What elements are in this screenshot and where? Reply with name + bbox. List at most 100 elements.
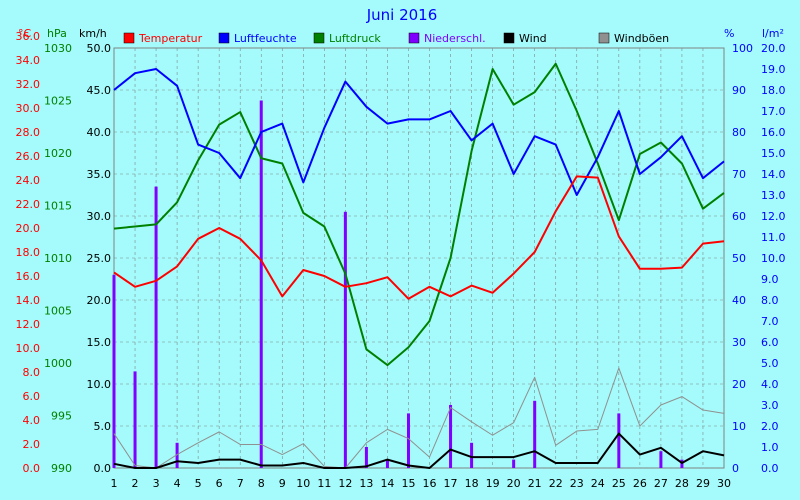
x-tick-label: 13: [359, 477, 373, 490]
precip-tick-label: 3.0: [761, 399, 779, 412]
axis-units: °C hPa km/h % l/m²: [18, 27, 784, 40]
precip-bar: [512, 459, 516, 468]
x-tick-label: 10: [296, 477, 310, 490]
right-axes: 0 10 20 30 40 50 60 70 80 90 100 0.0 1.0 2.0 3.0 4.0 5.0…: [732, 42, 786, 475]
precip-tick-label: 13.0: [761, 189, 786, 202]
legend-label-niederschl: Niederschl.: [424, 32, 486, 45]
x-tick-label: 25: [612, 477, 626, 490]
humidity-tick-label: 90: [732, 84, 746, 97]
legend-label-temperatur: Temperatur: [138, 32, 203, 45]
precip-bar: [364, 447, 368, 468]
x-tick-label: 3: [153, 477, 160, 490]
precip-tick-label: 18.0: [761, 84, 786, 97]
temp-tick-label: 22.0: [16, 198, 41, 211]
x-tick-label: 22: [549, 477, 563, 490]
x-tick-label: 24: [591, 477, 605, 490]
x-tick-label: 5: [195, 477, 202, 490]
precip-tick-label: 2.0: [761, 420, 779, 433]
precip-tick-label: 20.0: [761, 42, 786, 55]
wind-tick-label: 10.0: [87, 378, 112, 391]
x-tick-label: 11: [317, 477, 331, 490]
x-tick-label: 21: [528, 477, 542, 490]
wind-tick-label: 50.0: [87, 42, 112, 55]
legend-swatch-luftfeuchte: [218, 32, 230, 44]
legend-swatch-windboeen: [598, 32, 610, 44]
series-line-luftfeuchte: [113, 68, 725, 196]
wind-tick-label: 30.0: [87, 210, 112, 223]
series-lines: [113, 62, 725, 469]
x-tick-label: 23: [570, 477, 584, 490]
precip-bar: [343, 211, 347, 469]
legend-label-luftdruck: Luftdruck: [329, 32, 381, 45]
precip-bar: [470, 442, 474, 468]
temp-tick-label: 20.0: [16, 222, 41, 235]
legend: Temperatur Luftfeuchte Luftdruck Nieders…: [123, 32, 669, 45]
pressure-tick-label: 990: [51, 462, 72, 475]
precip-bar: [385, 459, 389, 468]
x-tick-label: 4: [174, 477, 181, 490]
temp-tick-label: 10.0: [16, 342, 41, 355]
humidity-tick-label: 70: [732, 168, 746, 181]
precip-tick-label: 9.0: [761, 273, 779, 286]
precip-bar: [133, 371, 137, 468]
wind-tick-label: 20.0: [87, 294, 112, 307]
precip-bar: [533, 400, 537, 468]
legend-swatch-luftdruck: [313, 32, 325, 44]
precip-bar: [449, 405, 453, 468]
legend-label-luftfeuchte: Luftfeuchte: [234, 32, 297, 45]
temp-tick-label: 36.0: [16, 30, 41, 43]
series-line-luftdruck: [113, 62, 725, 367]
precip-unit: l/m²: [762, 27, 784, 40]
precip-tick-label: 14.0: [761, 168, 786, 181]
pressure-tick-label: 1020: [44, 147, 72, 160]
wind-tick-label: 35.0: [87, 168, 112, 181]
temp-tick-label: 4.0: [23, 414, 41, 427]
precip-tick-label: 10.0: [761, 252, 786, 265]
grid: [113, 47, 725, 469]
precip-tick-label: 8.0: [761, 294, 779, 307]
wind-tick-label: 25.0: [87, 252, 112, 265]
temp-tick-label: 8.0: [23, 366, 41, 379]
humidity-tick-label: 20: [732, 378, 746, 391]
humidity-tick-label: 10: [732, 420, 746, 433]
precip-tick-label: 7.0: [761, 315, 779, 328]
temp-tick-label: 34.0: [16, 54, 41, 67]
precip-tick-label: 11.0: [761, 231, 786, 244]
humidity-tick-label: 100: [732, 42, 753, 55]
temp-tick-label: 30.0: [16, 102, 41, 115]
precip-tick-label: 17.0: [761, 105, 786, 118]
x-axis: 1 2 3 4 5 6 7 8 9 10 11 12 13 14 15 16 17 18 19 20 21 22 23 24 2…: [111, 477, 732, 490]
precip-bar: [617, 413, 621, 468]
temp-tick-label: 2.0: [23, 438, 41, 451]
x-tick-label: 2: [132, 477, 139, 490]
wind-tick-label: 0.0: [94, 462, 112, 475]
x-tick-label: 12: [338, 477, 352, 490]
humidity-tick-label: 0: [732, 462, 739, 475]
series-line-windboeen: [113, 367, 725, 469]
pressure-tick-label: 1030: [44, 42, 72, 55]
x-tick-label: 6: [216, 477, 223, 490]
precip-tick-label: 6.0: [761, 336, 779, 349]
precip-bar: [406, 413, 410, 468]
temp-tick-label: 14.0: [16, 294, 41, 307]
pressure-unit: hPa: [47, 27, 67, 40]
pressure-tick-label: 1015: [44, 200, 72, 213]
x-tick-label: 20: [507, 477, 521, 490]
temp-tick-label: 26.0: [16, 150, 41, 163]
pressure-tick-label: 995: [51, 410, 72, 423]
x-tick-label: 29: [696, 477, 710, 490]
pressure-tick-label: 1000: [44, 357, 72, 370]
precip-tick-label: 5.0: [761, 357, 779, 370]
x-tick-label: 14: [380, 477, 394, 490]
x-tick-label: 26: [633, 477, 647, 490]
temp-tick-label: 28.0: [16, 126, 41, 139]
series-line-wind: [113, 432, 725, 469]
series-line-temperatur: [113, 175, 725, 300]
temp-tick-label: 18.0: [16, 246, 41, 259]
x-tick-label: 18: [465, 477, 479, 490]
humidity-unit: %: [724, 27, 734, 40]
left-axes: 0.0 2.0 4.0 6.0 8.0 10.0 12.0 14.0 16.0 18.0 20.0 2…: [16, 30, 112, 475]
temp-unit: °C: [18, 27, 32, 40]
temp-tick-label: 0.0: [23, 462, 41, 475]
pressure-tick-label: 1005: [44, 305, 72, 318]
